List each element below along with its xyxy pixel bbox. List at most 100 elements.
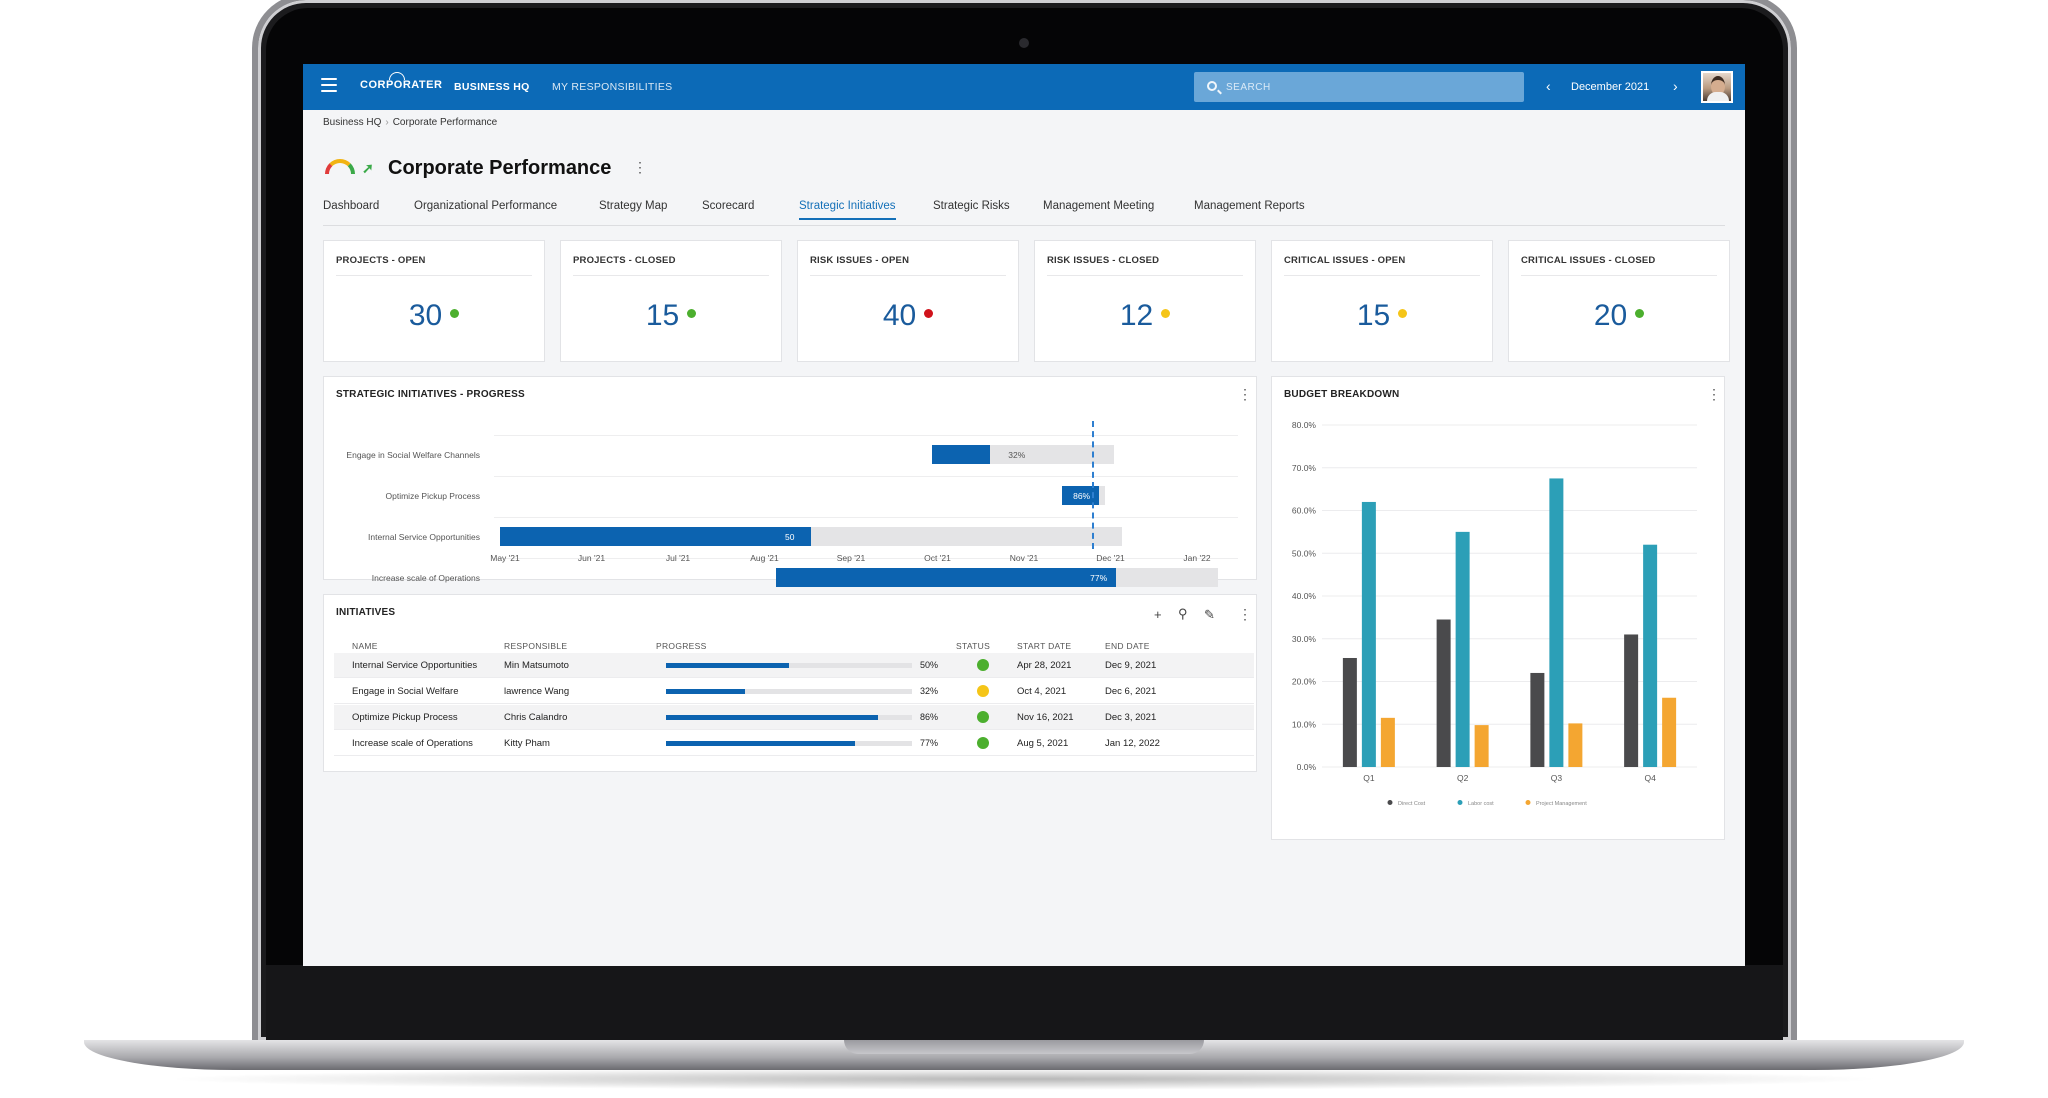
panel-title: BUDGET BREAKDOWN (1284, 389, 1400, 400)
cell-name[interactable]: Internal Service Opportunities (352, 660, 478, 671)
tab-strategy-map[interactable]: Strategy Map (599, 200, 668, 212)
search-icon[interactable]: ⚲ (1178, 606, 1188, 621)
table-row[interactable]: Increase scale of Operations Kitty Pham 77… (334, 731, 1254, 756)
gridline (494, 517, 1238, 518)
status-dot-icon (1398, 309, 1408, 318)
legend-swatch-icon (1457, 800, 1463, 805)
y-axis-tick-label: 30.0% (1292, 634, 1317, 644)
cell-name[interactable]: Engage in Social Welfare (352, 686, 459, 697)
kpi-card[interactable]: RISK ISSUES - OPEN 40 (797, 240, 1019, 362)
cell-responsible: Kitty Pham (504, 738, 550, 749)
table-row[interactable]: Optimize Pickup Process Chris Calandro 86%… (334, 705, 1254, 730)
search-box[interactable] (1194, 72, 1524, 102)
cell-name[interactable]: Optimize Pickup Process (352, 712, 458, 723)
column-header-status[interactable]: STATUS (956, 641, 991, 651)
y-axis-tick-label: 40.0% (1292, 591, 1317, 601)
kpi-value-wrap: 40 (798, 299, 1018, 333)
avatar[interactable] (1701, 71, 1733, 103)
x-axis-tick-label: Q2 (1457, 773, 1469, 783)
tab-scorecard[interactable]: Scorecard (702, 200, 755, 212)
breadcrumb-item-business-hq[interactable]: Business HQ (323, 117, 382, 128)
breadcrumb-item-current: Corporate Performance (392, 117, 498, 128)
edit-icon[interactable]: ✎ (1204, 607, 1215, 622)
x-axis-tick-label: Jun '21 (577, 553, 606, 563)
cell-name[interactable]: Increase scale of Operations (352, 738, 473, 749)
kpi-card[interactable]: PROJECTS - CLOSED 15 (560, 240, 782, 362)
column-header-responsible[interactable]: RESPONSIBLE (504, 641, 568, 651)
kpi-value: 20 (1593, 299, 1628, 332)
more-options-icon[interactable]: ⋮ (1707, 386, 1721, 402)
status-dot-icon (1635, 309, 1645, 318)
cell-responsible: lawrence Wang (504, 686, 570, 697)
tab-management-meeting[interactable]: Management Meeting (1043, 200, 1155, 212)
kpi-card[interactable]: RISK ISSUES - CLOSED 12 (1034, 240, 1256, 362)
y-axis-tick-label: 0.0% (1297, 762, 1317, 772)
nav-business-hq[interactable]: BUSINESS HQ (454, 81, 530, 93)
column-header-name[interactable]: NAME (352, 641, 378, 651)
column-header-progress[interactable]: PROGRESS (656, 641, 707, 651)
y-axis-tick-label: 60.0% (1292, 506, 1317, 516)
kpi-value: 40 (882, 299, 917, 332)
bar (1549, 478, 1564, 767)
breadcrumb: Business HQ › Corporate Performance (323, 117, 497, 128)
tab-dashboard[interactable]: Dashboard (323, 200, 380, 212)
panel-title: INITIATIVES (336, 607, 396, 618)
chevron-left-icon[interactable]: ‹ (1546, 78, 1551, 94)
more-options-icon[interactable]: ⋮ (633, 159, 647, 175)
logo-mark-icon (389, 72, 405, 80)
gantt-progress-label: 32% (1008, 450, 1026, 460)
top-bar: CORPORATER BUSINESS HQ MY RESPONSIBILITI… (303, 64, 1745, 110)
bar (1342, 657, 1357, 767)
period-selector[interactable]: December 2021 (1571, 81, 1650, 93)
column-header-end-date[interactable]: END DATE (1105, 641, 1150, 651)
legend-swatch-icon (1387, 800, 1393, 805)
gantt-progress-label: 77% (1090, 573, 1108, 583)
nav-my-responsibilities[interactable]: MY RESPONSIBILITIES (552, 81, 673, 93)
search-icon (1207, 81, 1217, 91)
search-input[interactable] (1226, 79, 1506, 95)
chevron-right-icon[interactable]: › (1673, 78, 1678, 94)
kpi-title: RISK ISSUES - OPEN (810, 255, 910, 266)
budget-breakdown-panel: BUDGET BREAKDOWN ⋮ 0.0% 10.0% 20.0% 30.0% 40… (1271, 376, 1725, 840)
gantt-progress-label: 50 (785, 532, 795, 542)
progress-bar-fill (666, 689, 745, 694)
gantt-bar-progress (499, 527, 812, 546)
kpi-value-wrap: 30 (324, 299, 544, 333)
x-axis-tick-label: Jan '22 (1183, 553, 1211, 563)
column-header-start-date[interactable]: START DATE (1017, 641, 1072, 651)
menu-icon[interactable] (321, 78, 337, 92)
divider (1521, 275, 1717, 276)
divider (336, 275, 532, 276)
legend-label: Direct Cost (1398, 801, 1426, 807)
table-row[interactable]: Engage in Social Welfare lawrence Wang 32%… (334, 679, 1254, 704)
kpi-value-wrap: 15 (561, 299, 781, 333)
gantt-bar-progress (776, 568, 1117, 587)
bar (1474, 725, 1489, 767)
screen: CORPORATER BUSINESS HQ MY RESPONSIBILITI… (303, 64, 1745, 966)
app-logo[interactable]: CORPORATER (360, 72, 442, 91)
kpi-card[interactable]: CRITICAL ISSUES - OPEN 15 (1271, 240, 1493, 362)
x-axis-tick-label: Aug '21 (750, 553, 779, 563)
kpi-card[interactable]: CRITICAL ISSUES - CLOSED 20 (1508, 240, 1730, 362)
progress-bar (666, 741, 912, 746)
table-row[interactable]: Internal Service Opportunities Min Matsum… (334, 653, 1254, 678)
kpi-value: 15 (645, 299, 680, 332)
more-options-icon[interactable]: ⋮ (1238, 606, 1252, 622)
kpi-title: PROJECTS - OPEN (336, 255, 426, 266)
x-axis-tick-label: Dec '21 (1096, 553, 1125, 563)
kpi-title: CRITICAL ISSUES - CLOSED (1521, 255, 1656, 266)
tab-strategic-risks[interactable]: Strategic Risks (933, 200, 1010, 212)
webcam (1019, 38, 1029, 48)
tab-organizational-performance[interactable]: Organizational Performance (414, 200, 558, 212)
progress-bar-fill (666, 741, 856, 746)
divider (810, 275, 1006, 276)
tab-management-reports[interactable]: Management Reports (1194, 200, 1305, 212)
y-axis-tick-label: 20.0% (1292, 677, 1317, 687)
divider (573, 275, 769, 276)
more-options-icon[interactable]: ⋮ (1238, 386, 1252, 402)
tab-strategic-initiatives[interactable]: Strategic Initiatives (799, 200, 896, 220)
kpi-card[interactable]: PROJECTS - OPEN 30 (323, 240, 545, 362)
status-dot-icon (977, 685, 989, 697)
x-axis-tick-label: Nov '21 (1009, 553, 1039, 563)
add-icon[interactable]: + (1154, 607, 1162, 622)
